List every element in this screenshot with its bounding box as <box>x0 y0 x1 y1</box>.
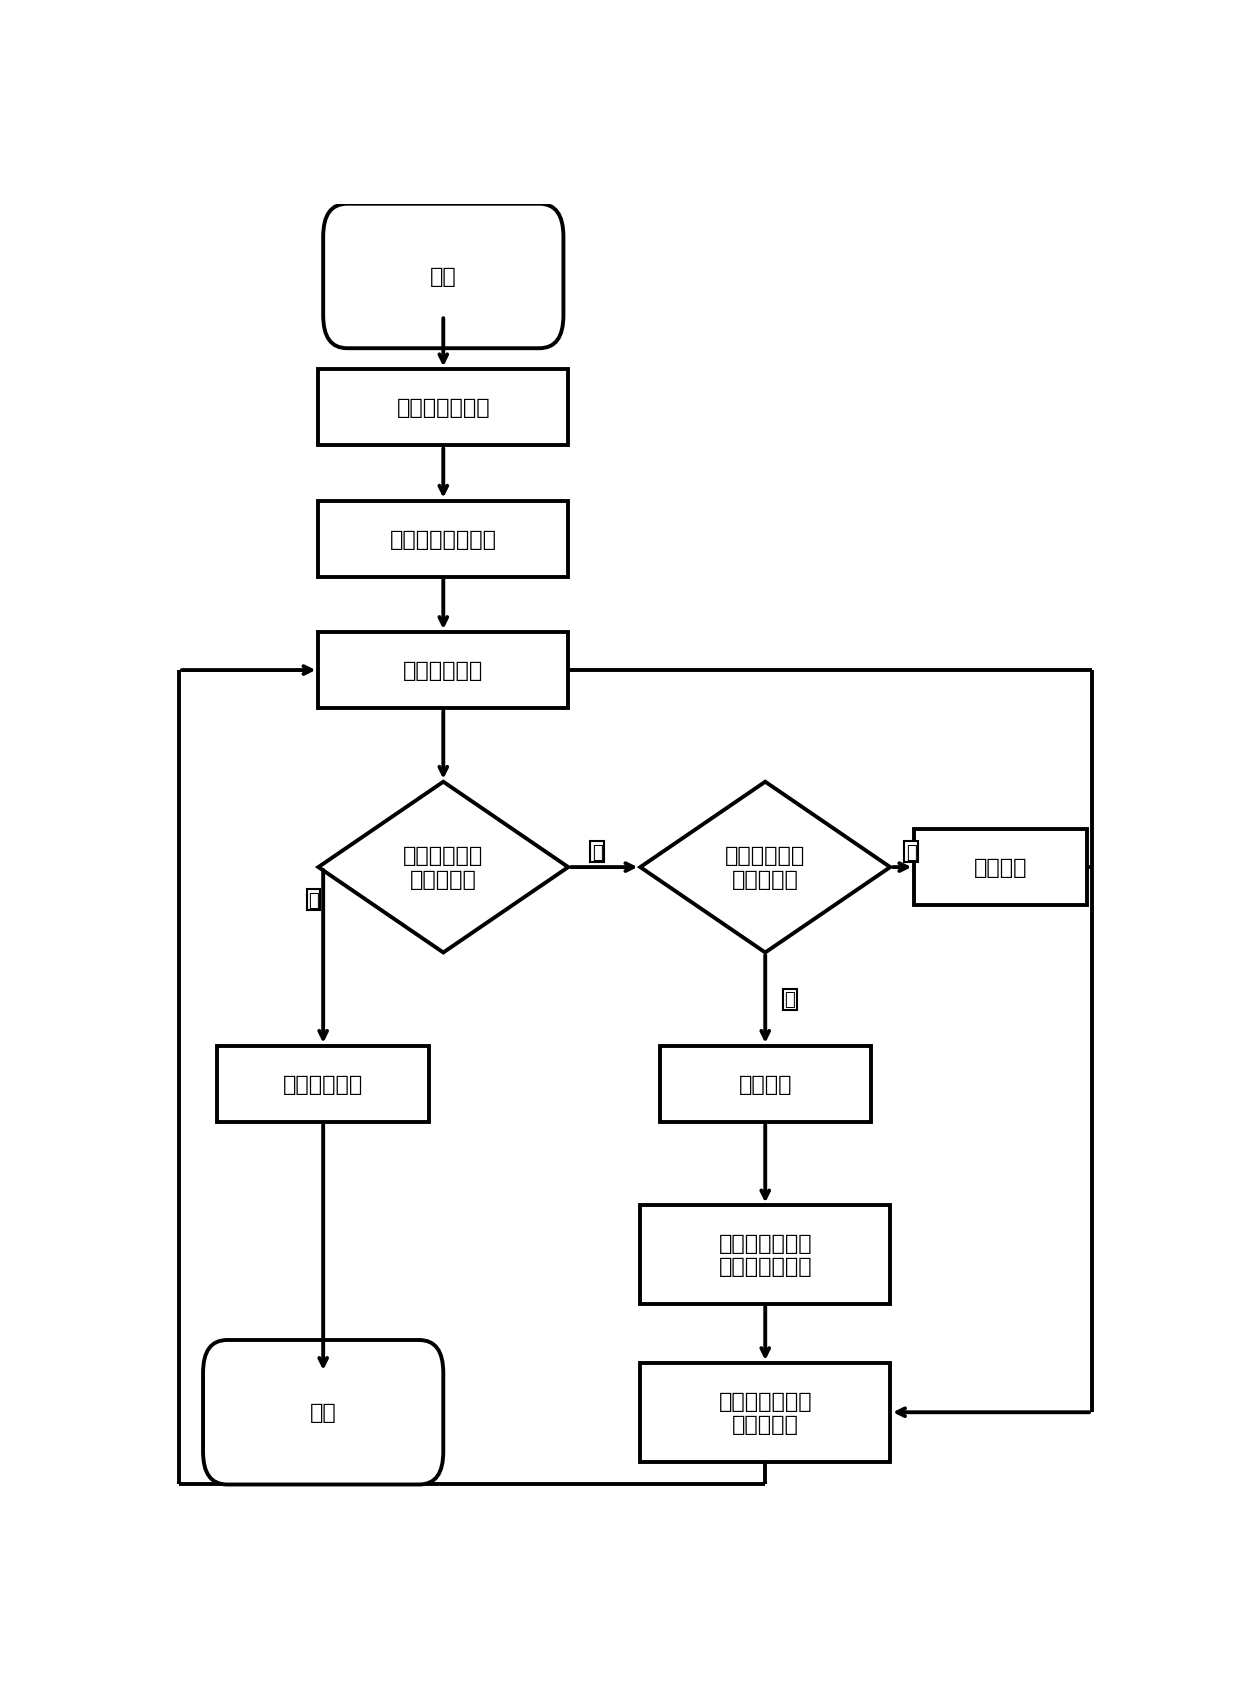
Bar <box>217 1047 429 1122</box>
Text: 否: 否 <box>906 842 916 861</box>
Bar <box>660 1047 870 1122</box>
Text: 更新社团密度和
归一化密度: 更新社团密度和 归一化密度 <box>718 1391 812 1434</box>
Text: 膨胀传播: 膨胀传播 <box>739 1074 792 1095</box>
FancyBboxPatch shape <box>203 1340 444 1485</box>
Text: 开始: 开始 <box>430 266 456 286</box>
Bar <box>319 501 568 578</box>
Polygon shape <box>640 783 890 953</box>
Text: 是: 是 <box>309 892 319 909</box>
Text: 计算连接偏好: 计算连接偏好 <box>403 660 484 680</box>
Bar <box>640 1364 890 1461</box>
Text: 平衡传播: 平衡传播 <box>973 858 1028 878</box>
Text: 更新节点归一化
隶属度和中心度: 更新节点归一化 隶属度和中心度 <box>718 1233 812 1277</box>
Bar <box>319 633 568 709</box>
Polygon shape <box>319 783 568 953</box>
Text: 结束: 结束 <box>310 1403 336 1422</box>
Bar <box>914 830 1087 905</box>
Text: 是: 是 <box>785 991 795 1009</box>
Bar <box>319 370 568 447</box>
FancyBboxPatch shape <box>324 205 563 350</box>
Text: 返回社团结构: 返回社团结构 <box>283 1074 363 1095</box>
Text: 否: 否 <box>591 842 603 861</box>
Text: 初始化节点标签: 初始化节点标签 <box>397 397 490 418</box>
Text: 满足标签扩散
的终止条件: 满足标签扩散 的终止条件 <box>403 846 484 890</box>
Text: 确定节点更新顺序: 确定节点更新顺序 <box>389 529 497 549</box>
Text: 满足平衡传播
的终止条件: 满足平衡传播 的终止条件 <box>725 846 805 890</box>
Bar <box>640 1205 890 1304</box>
